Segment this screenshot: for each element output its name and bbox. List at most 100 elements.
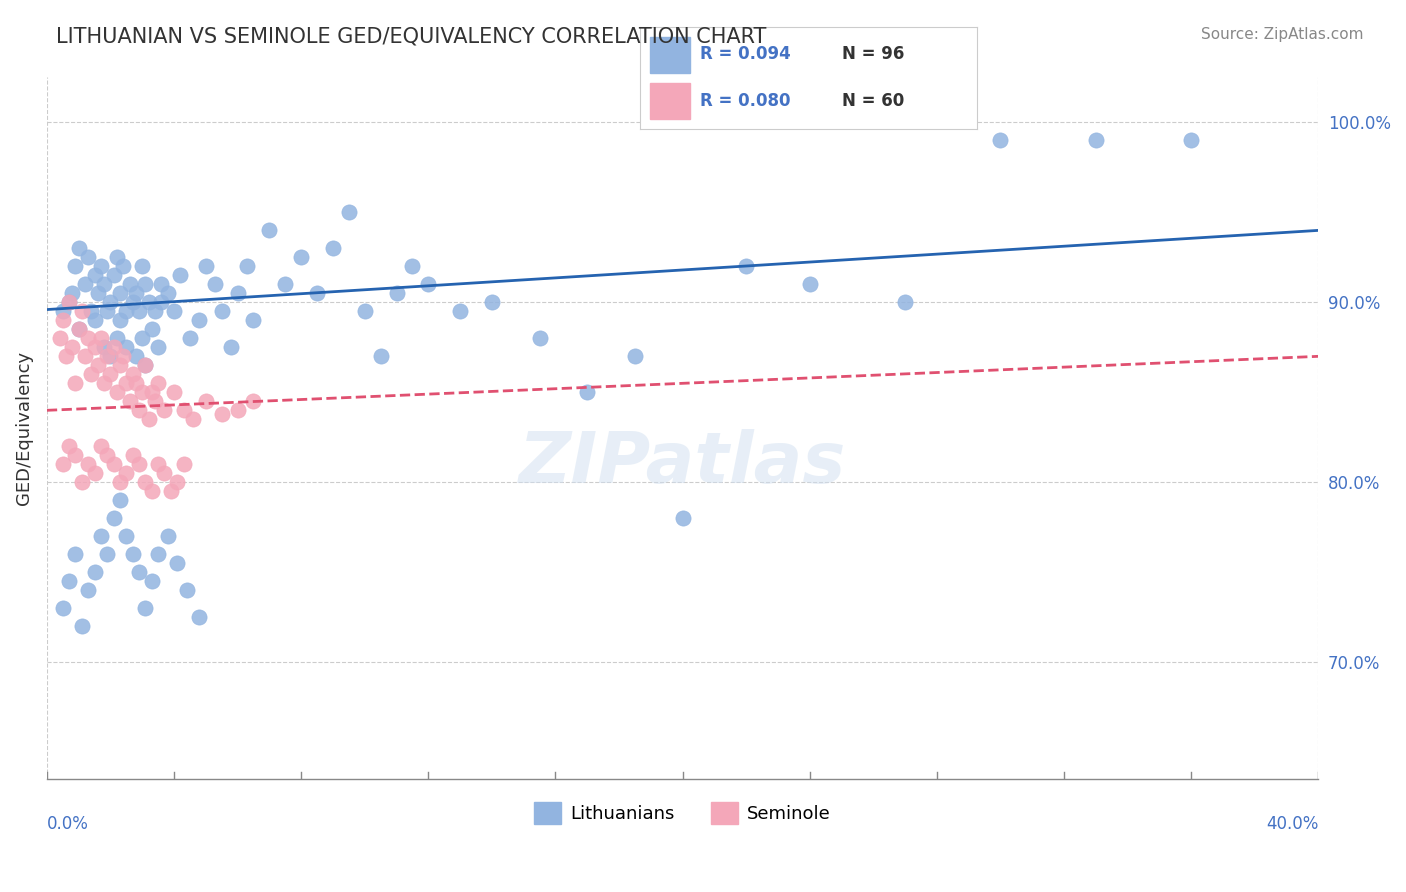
Point	[93, 376, 115, 391]
Point	[337, 205, 360, 219]
Point	[52, 458, 75, 472]
Point	[112, 349, 135, 363]
Point	[990, 133, 1012, 147]
Point	[134, 475, 156, 490]
Point	[259, 223, 281, 237]
Point	[83, 566, 105, 580]
Point	[58, 295, 80, 310]
Point	[179, 331, 201, 345]
Point	[131, 331, 153, 345]
Point	[121, 448, 143, 462]
Point	[100, 368, 122, 382]
Point	[1180, 133, 1202, 147]
Point	[90, 439, 112, 453]
Point	[138, 412, 160, 426]
Point	[125, 376, 148, 391]
Point	[52, 304, 75, 318]
Point	[160, 484, 183, 499]
Text: R = 0.094: R = 0.094	[700, 45, 792, 63]
Point	[93, 277, 115, 292]
Point	[96, 304, 118, 318]
Point	[60, 286, 83, 301]
Point	[128, 403, 150, 417]
Point	[307, 286, 329, 301]
Point	[58, 574, 80, 589]
Point	[173, 458, 195, 472]
Point	[290, 251, 312, 265]
Point	[58, 439, 80, 453]
Point	[671, 511, 693, 525]
Point	[156, 529, 179, 543]
Point	[242, 394, 264, 409]
Point	[134, 359, 156, 373]
Point	[735, 260, 758, 274]
Point	[141, 484, 163, 499]
Point	[67, 241, 90, 255]
Point	[226, 286, 249, 301]
Point	[100, 349, 122, 363]
Point	[188, 313, 211, 327]
Point	[96, 448, 118, 462]
Point	[128, 566, 150, 580]
Point	[87, 359, 110, 373]
Point	[274, 277, 297, 292]
Text: 40.0%: 40.0%	[1265, 815, 1319, 833]
Point	[131, 385, 153, 400]
Text: LITHUANIAN VS SEMINOLE GED/EQUIVALENCY CORRELATION CHART: LITHUANIAN VS SEMINOLE GED/EQUIVALENCY C…	[56, 27, 766, 46]
Point	[125, 349, 148, 363]
Point	[65, 547, 87, 561]
Point	[90, 260, 112, 274]
Point	[128, 304, 150, 318]
Point	[80, 368, 103, 382]
Point	[150, 295, 173, 310]
Point	[108, 493, 131, 508]
Point	[219, 340, 242, 354]
Point	[105, 385, 128, 400]
Point	[353, 304, 375, 318]
Point	[108, 359, 131, 373]
Point	[90, 331, 112, 345]
Point	[799, 277, 821, 292]
Point	[58, 295, 80, 310]
Text: R = 0.080: R = 0.080	[700, 92, 792, 110]
Point	[83, 313, 105, 327]
Point	[103, 511, 125, 525]
Point	[529, 331, 551, 345]
Point	[204, 277, 226, 292]
Point	[418, 277, 440, 292]
Point	[143, 304, 166, 318]
Point	[87, 286, 110, 301]
Point	[125, 286, 148, 301]
Point	[96, 547, 118, 561]
Point	[105, 331, 128, 345]
Point	[211, 304, 233, 318]
Point	[141, 385, 163, 400]
Point	[65, 448, 87, 462]
Point	[118, 277, 141, 292]
Point	[169, 268, 191, 283]
Point	[449, 304, 471, 318]
Point	[83, 268, 105, 283]
Point	[60, 340, 83, 354]
Point	[134, 601, 156, 615]
Point	[146, 340, 169, 354]
Point	[108, 475, 131, 490]
Point	[134, 277, 156, 292]
Point	[105, 251, 128, 265]
Point	[77, 458, 100, 472]
Point	[77, 583, 100, 598]
Text: N = 60: N = 60	[842, 92, 904, 110]
Point	[80, 304, 103, 318]
Point	[146, 547, 169, 561]
Point	[156, 286, 179, 301]
Point	[481, 295, 503, 310]
Text: N = 96: N = 96	[842, 45, 904, 63]
Point	[73, 349, 96, 363]
Point	[96, 349, 118, 363]
Point	[894, 295, 917, 310]
Point	[52, 313, 75, 327]
Point	[65, 260, 87, 274]
Point	[146, 458, 169, 472]
Point	[115, 376, 138, 391]
Point	[143, 394, 166, 409]
